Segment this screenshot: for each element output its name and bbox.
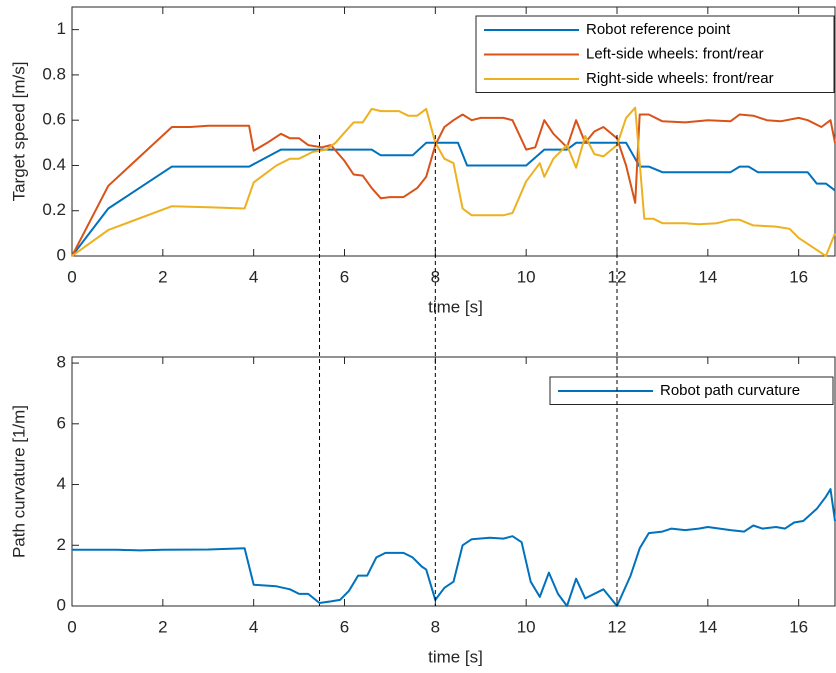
y-tick-label: 0.4 <box>42 155 66 174</box>
legend-label: Robot path curvature <box>660 382 800 399</box>
x-tick-label: 2 <box>158 267 167 286</box>
legend-label: Robot reference point <box>586 21 731 38</box>
x-axis-label: time [s] <box>428 647 483 666</box>
y-tick-label: 8 <box>57 353 66 372</box>
x-tick-label: 16 <box>789 267 808 286</box>
x-tick-label: 14 <box>698 267 717 286</box>
x-tick-label: 6 <box>340 267 349 286</box>
y-tick-label: 0 <box>57 595 66 614</box>
series-line <box>71 113 836 257</box>
x-axis-label: time [s] <box>428 297 483 316</box>
x-tick-label: 12 <box>608 617 627 636</box>
x-tick-label: 4 <box>249 267 258 286</box>
legend-label: Right-side wheels: front/rear <box>586 70 774 87</box>
x-tick-label: 0 <box>67 617 76 636</box>
y-tick-label: 0.8 <box>42 64 66 83</box>
legend: Robot reference point Left-side wheels: f… <box>475 15 835 93</box>
y-tick-label: 6 <box>57 413 66 432</box>
x-tick-label: 14 <box>698 617 717 636</box>
x-tick-label: 2 <box>158 617 167 636</box>
y-tick-label: 0 <box>57 245 66 264</box>
y-tick-label: 2 <box>57 535 66 554</box>
y-axis-label: Target speed [m/s] <box>9 62 28 202</box>
series-line <box>71 141 836 257</box>
x-tick-label: 0 <box>67 267 76 286</box>
x-tick-label: 10 <box>517 617 536 636</box>
legend: Robot path curvature <box>549 376 834 405</box>
series-line <box>71 106 836 257</box>
legend-label: Left-side wheels: front/rear <box>586 45 764 62</box>
x-tick-label: 8 <box>431 617 440 636</box>
y-tick-label: 4 <box>57 474 66 493</box>
x-tick-label: 6 <box>340 617 349 636</box>
y-tick-label: 0.2 <box>42 200 66 219</box>
x-tick-label: 4 <box>249 617 258 636</box>
y-tick-label: 1 <box>57 19 66 38</box>
x-tick-label: 16 <box>789 617 808 636</box>
y-tick-label: 0.6 <box>42 110 66 129</box>
series-line <box>72 488 836 607</box>
y-axis-label: Path curvature [1/m] <box>9 405 28 558</box>
x-tick-label: 10 <box>517 267 536 286</box>
